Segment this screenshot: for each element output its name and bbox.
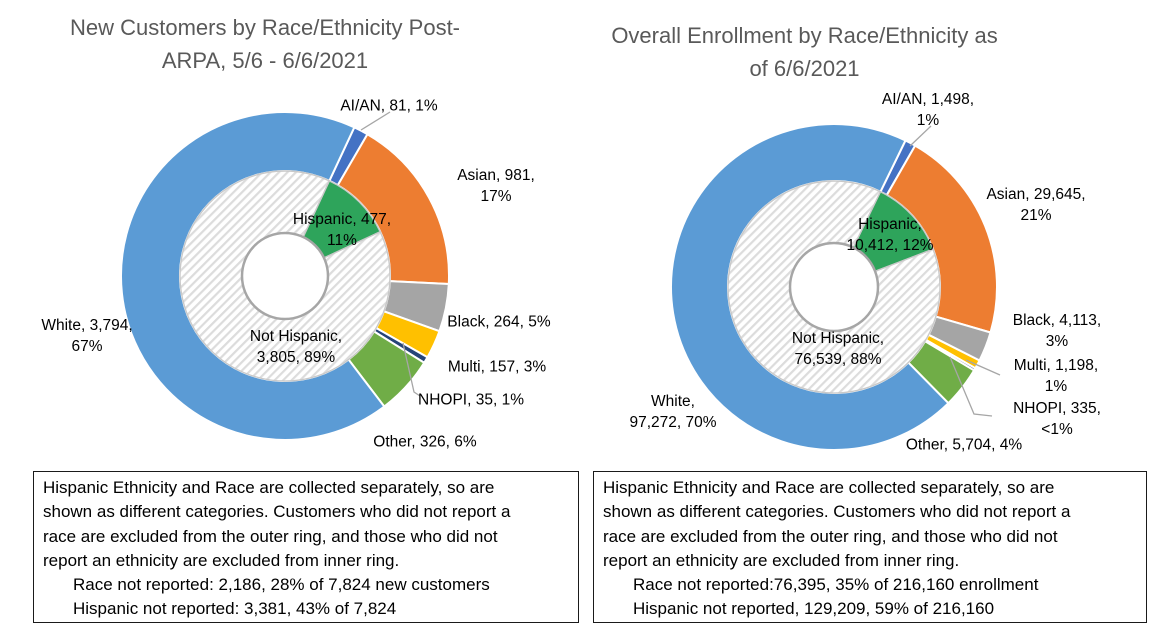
right-slice-label-nhopi: NHOPI, 335, <1% <box>1013 400 1101 438</box>
right-slice-label-hispanic: Hispanic, 10,412, 12% <box>846 216 934 254</box>
left-note-race-not-reported: Race not reported: 2,186, 28% of 7,824 n… <box>73 575 490 595</box>
left-donut-hole <box>240 231 330 321</box>
left-note-hispanic-not-reported: Hispanic not reported: 3,381, 43% of 7,8… <box>73 599 397 619</box>
right-slice-label-aian: AI/AN, 1,498, 1% <box>881 91 975 129</box>
right-note-body-line1: Hispanic Ethnicity and Race are collecte… <box>603 478 1055 497</box>
left-note-body-line4: report an ethnicity are excluded from in… <box>43 550 400 570</box>
right-chart-title-line2: of 6/6/2021 <box>749 56 860 81</box>
left-slice-label-white: White, 3,794, 67% <box>41 317 133 355</box>
left-note-body-line3: race are excluded from the outer ring, a… <box>43 526 498 546</box>
left-leader-line-0 <box>360 111 391 131</box>
right-leader-line-1 <box>965 359 1001 376</box>
right-note-hispanic-not-reported: Hispanic not reported, 129,209, 59% of 2… <box>633 599 995 619</box>
left-slice-label-other: Other, 326, 6% <box>373 433 477 451</box>
left-note-box: Hispanic Ethnicity and Race are collecte… <box>33 471 579 623</box>
right-note-box: Hispanic Ethnicity and Race are collecte… <box>593 471 1147 623</box>
left-note-body-line2: shown as different categories. Customers… <box>43 502 511 522</box>
right-chart-title-line1: Overall Enrollment by Race/Ethnicity as <box>611 23 998 48</box>
right-note-race-not-reported: Race not reported:76,395, 35% of 216,160… <box>633 575 1039 595</box>
left-slice-label-multi: Multi, 157, 3% <box>447 358 547 376</box>
right-slice-label-white: White, 97,272, 70% <box>629 393 717 431</box>
right-slice-label-other: Other, 5,704, 4% <box>905 436 1023 454</box>
right-slice-label-multi: Multi, 1,198, 1% <box>1013 357 1099 395</box>
left-chart-title-line2: ARPA, 5/6 - 6/6/2021 <box>161 48 369 73</box>
right-slice-label-not-hispanic: Not Hispanic, 76,539, 88% <box>791 330 885 368</box>
right-leader-line-2 <box>949 356 993 417</box>
left-note-body-line1: Hispanic Ethnicity and Race are collecte… <box>43 478 495 497</box>
right-leader-line-0 <box>909 125 932 147</box>
right-chart-title: Overall Enrollment by Race/Ethnicity as … <box>577 19 1032 85</box>
right-slice-label-asian: Asian, 29,645, 21% <box>986 186 1086 224</box>
left-chart-title: New Customers by Race/Ethnicity Post- AR… <box>17 11 513 77</box>
left-slice-label-not-hispanic: Not Hispanic, 3,805, 89% <box>249 328 343 366</box>
left-slice-label-aian: AI/AN, 81, 1% <box>340 97 438 115</box>
left-slice-label-black: Black, 264, 5% <box>447 313 551 331</box>
right-slice-label-black: Black, 4,113, 3% <box>1012 312 1102 350</box>
right-note-body-line3: race are excluded from the outer ring, a… <box>603 526 1058 546</box>
left-slice-label-nhopi: NHOPI, 35, 1% <box>418 391 524 409</box>
left-leader-line-1 <box>402 342 421 397</box>
left-slice-label-hispanic: Hispanic, 477, 11% <box>292 211 392 249</box>
right-note-body-line4: report an ethnicity are excluded from in… <box>603 550 960 570</box>
right-note-body-line2: shown as different categories. Customers… <box>603 502 1071 522</box>
left-chart-title-line1: New Customers by Race/Ethnicity Post- <box>69 15 461 40</box>
left-slice-label-asian: Asian, 981, 17% <box>457 167 535 205</box>
right-donut-hole <box>788 241 880 333</box>
